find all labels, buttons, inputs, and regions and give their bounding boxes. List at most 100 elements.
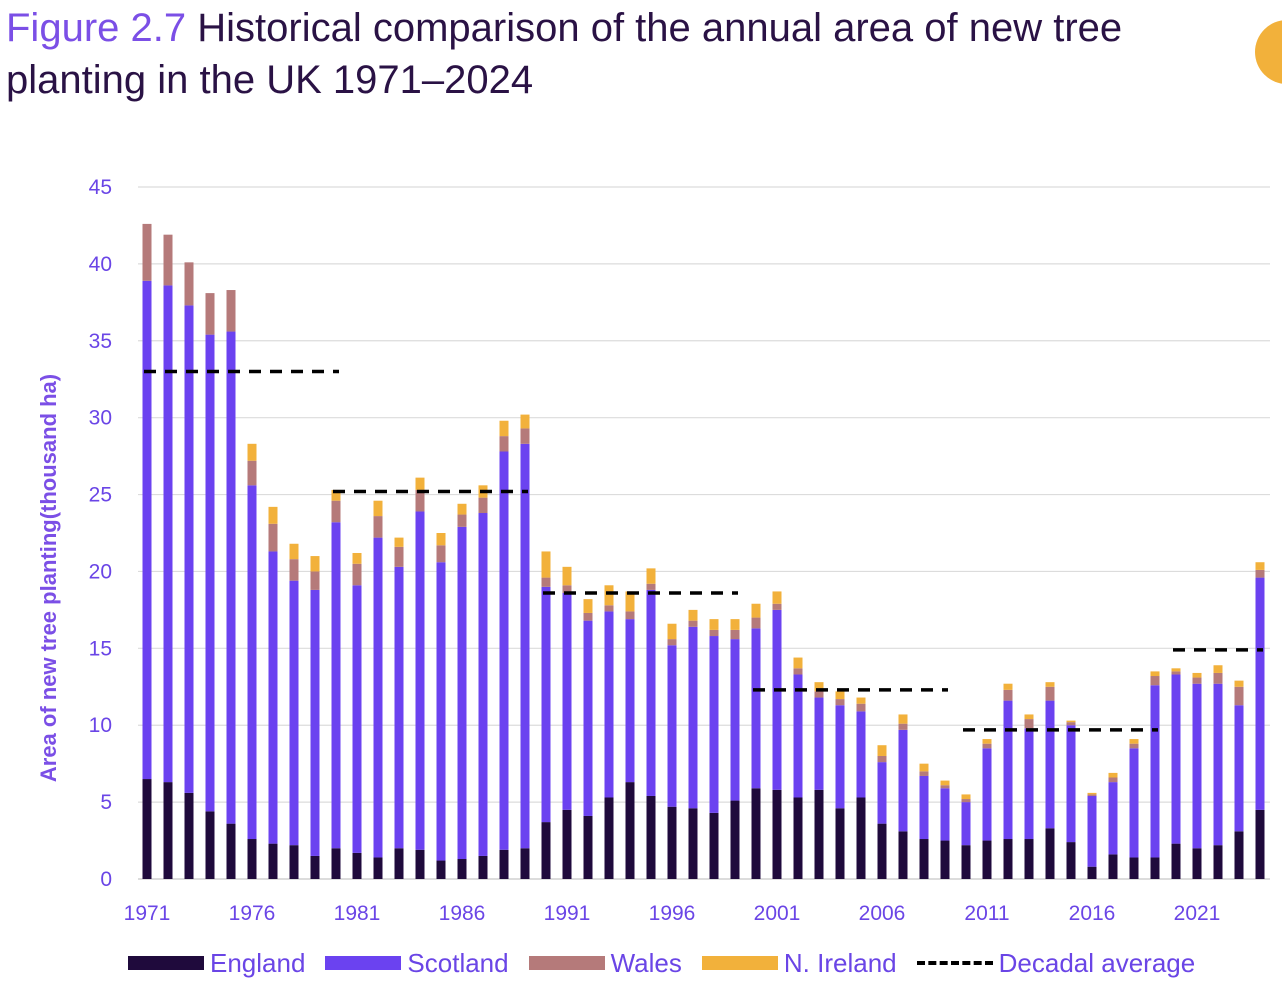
y-tick-label: 25 xyxy=(89,484,112,507)
bar-scotland-2023 xyxy=(1234,705,1244,832)
bar-n-ireland-1986 xyxy=(457,503,467,515)
decadal-average-lines xyxy=(144,369,1263,732)
bar-scotland-2000 xyxy=(751,628,761,789)
legend-label: Scotland xyxy=(407,947,509,978)
legend-swatch xyxy=(701,956,778,970)
bar-scotland-2021 xyxy=(1192,683,1202,849)
bar-england-1995 xyxy=(646,795,656,879)
bar-wales-2008 xyxy=(919,771,929,776)
y-tick-label: 40 xyxy=(89,253,112,276)
x-tick-label: 2021 xyxy=(1174,902,1221,925)
legend-label: N. Ireland xyxy=(783,947,897,978)
bar-england-2019 xyxy=(1150,857,1160,879)
bar-scotland-1977 xyxy=(268,551,278,844)
bar-wales-2017 xyxy=(1108,777,1118,783)
bar-wales-1983 xyxy=(394,546,404,567)
bar-wales-1976 xyxy=(247,460,257,486)
bar-wales-2012 xyxy=(1003,689,1013,701)
bar-scotland-1975 xyxy=(226,331,236,824)
bar-england-2001 xyxy=(772,789,782,879)
bar-n-ireland-2019 xyxy=(1150,671,1160,677)
bar-scotland-1989 xyxy=(520,443,530,849)
bar-england-1999 xyxy=(730,800,740,879)
bar-n-ireland-2017 xyxy=(1108,772,1118,778)
bar-england-1980 xyxy=(331,848,341,879)
bar-n-ireland-1989 xyxy=(520,414,530,429)
bar-scotland-1973 xyxy=(184,305,194,793)
legend-swatch xyxy=(128,956,204,970)
bar-n-ireland-1997 xyxy=(688,609,698,621)
bar-scotland-2006 xyxy=(877,762,887,824)
y-tick-label: 45 xyxy=(89,176,112,199)
bar-scotland-1991 xyxy=(562,592,572,810)
bar-england-2023 xyxy=(1234,831,1244,879)
bar-england-2014 xyxy=(1045,828,1055,879)
bar-wales-2002 xyxy=(793,668,803,675)
bar-n-ireland-1979 xyxy=(310,556,320,572)
bar-scotland-2009 xyxy=(940,788,950,841)
bar-scotland-2018 xyxy=(1129,748,1139,858)
bar-n-ireland-2016 xyxy=(1087,792,1097,795)
y-tick-label: 15 xyxy=(89,637,112,660)
x-tick-label: 1976 xyxy=(229,902,276,925)
bar-n-ireland-2024 xyxy=(1255,562,1265,570)
bar-wales-2004 xyxy=(835,699,845,706)
bar-scotland-2022 xyxy=(1213,683,1223,846)
bar-scotland-1981 xyxy=(352,585,362,853)
x-tick-label: 2011 xyxy=(964,902,1009,925)
bar-england-1991 xyxy=(562,809,572,879)
bar-wales-1986 xyxy=(457,514,467,527)
bar-n-ireland-2006 xyxy=(877,745,887,756)
bar-wales-1991 xyxy=(562,585,572,593)
bar-scotland-2003 xyxy=(814,697,824,790)
bar-scotland-2001 xyxy=(772,609,782,790)
bar-england-2020 xyxy=(1171,843,1181,879)
bar-n-ireland-2008 xyxy=(919,763,929,772)
bar-n-ireland-2001 xyxy=(772,591,782,604)
bar-scotland-2005 xyxy=(856,711,866,798)
bar-scotland-1983 xyxy=(394,566,404,849)
bar-england-2010 xyxy=(961,845,971,879)
bar-england-1979 xyxy=(310,855,320,879)
bar-england-2017 xyxy=(1108,854,1118,879)
bars xyxy=(142,223,1265,879)
bar-wales-1973 xyxy=(184,262,194,306)
bar-scotland-2008 xyxy=(919,775,929,840)
bar-scotland-2020 xyxy=(1171,674,1181,844)
bar-n-ireland-1994 xyxy=(625,591,635,612)
bar-england-1977 xyxy=(268,843,278,879)
bar-n-ireland-1995 xyxy=(646,568,656,584)
bar-wales-2000 xyxy=(751,617,761,629)
bar-scotland-2010 xyxy=(961,802,971,846)
legend-item-wales: Wales xyxy=(528,948,682,979)
bar-scotland-2011 xyxy=(982,748,992,841)
bar-scotland-1999 xyxy=(730,639,740,801)
bar-wales-1985 xyxy=(436,545,446,563)
bar-wales-1977 xyxy=(268,523,278,552)
legend-item-scotland: Scotland xyxy=(325,947,509,979)
bar-scotland-1980 xyxy=(331,522,341,849)
bar-wales-1980 xyxy=(331,500,341,523)
bar-england-1998 xyxy=(709,812,719,879)
bar-england-1996 xyxy=(667,806,677,879)
bar-wales-1988 xyxy=(499,436,509,452)
bar-england-2018 xyxy=(1129,857,1139,879)
bar-england-2015 xyxy=(1066,842,1076,879)
bar-n-ireland-2014 xyxy=(1045,682,1055,687)
bar-scotland-2015 xyxy=(1066,725,1076,843)
bar-scotland-2019 xyxy=(1150,685,1160,858)
bar-scotland-1996 xyxy=(667,645,677,807)
bar-n-ireland-2009 xyxy=(940,780,950,786)
legend: England Scotland Wales N. Ireland Decadal av… xyxy=(128,946,1215,980)
bar-n-ireland-1996 xyxy=(667,623,677,640)
bar-wales-2019 xyxy=(1150,676,1160,686)
y-tick-labels: 0 5 10 15 20 25 30 35 40 45 xyxy=(89,176,112,891)
bar-wales-1981 xyxy=(352,563,362,586)
bar-n-ireland-1988 xyxy=(499,420,509,437)
bar-wales-1978 xyxy=(289,559,299,581)
bar-wales-1990 xyxy=(541,577,551,587)
bar-wales-2023 xyxy=(1234,686,1244,706)
bar-scotland-2012 xyxy=(1003,700,1013,840)
bar-scotland-1974 xyxy=(205,334,215,812)
